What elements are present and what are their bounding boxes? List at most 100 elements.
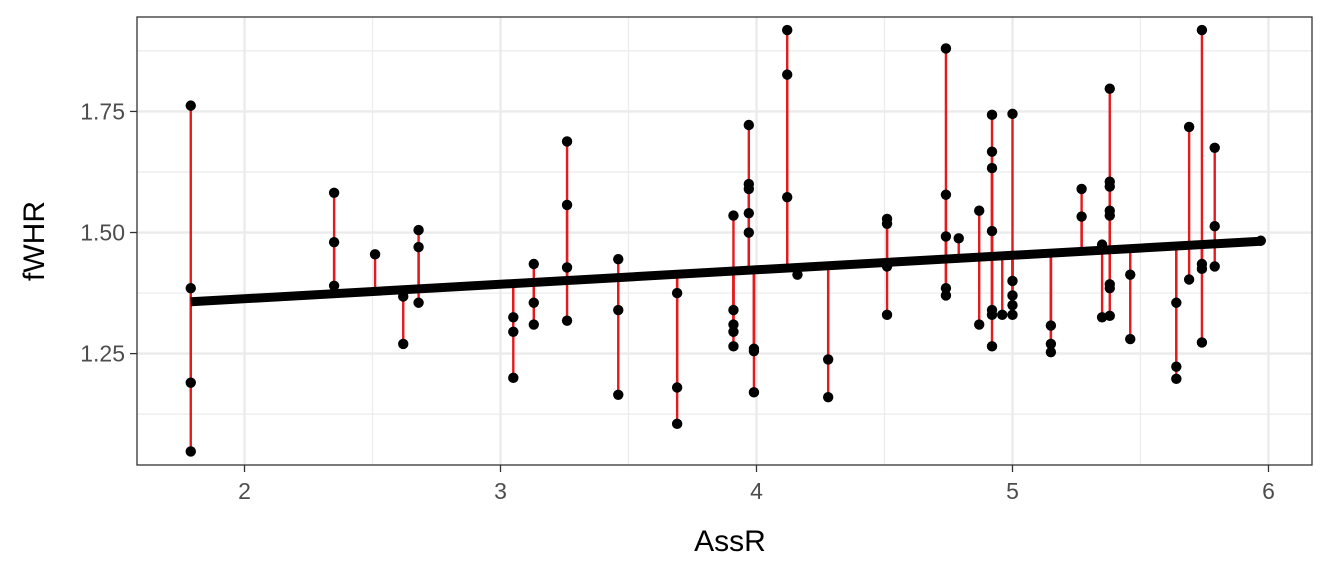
data-point	[328, 280, 340, 291]
data-point	[1045, 346, 1057, 358]
data-points	[185, 24, 1267, 457]
data-point	[413, 224, 424, 236]
data-point	[1171, 361, 1182, 372]
data-point	[940, 290, 952, 301]
data-point	[398, 291, 409, 302]
data-point	[940, 231, 952, 242]
data-point	[1209, 142, 1220, 153]
data-point	[671, 418, 683, 430]
data-point	[528, 297, 539, 308]
y-tick-label: 1.50	[80, 220, 125, 246]
data-point	[1045, 320, 1057, 331]
data-point	[508, 326, 519, 338]
data-point	[671, 382, 683, 393]
y-tick-label: 1.25	[80, 341, 125, 367]
data-point	[1104, 310, 1115, 322]
y-tick-label: 1.75	[80, 98, 125, 124]
data-point	[974, 205, 985, 216]
data-point	[782, 24, 793, 36]
data-point	[413, 241, 424, 253]
data-point	[986, 109, 998, 121]
data-point	[782, 69, 793, 80]
data-point	[1007, 275, 1018, 287]
x-tick-label: 6	[1262, 478, 1275, 504]
data-point	[185, 446, 196, 457]
data-point	[1171, 373, 1182, 384]
data-point	[561, 136, 573, 147]
data-point	[974, 319, 985, 330]
data-point	[1096, 239, 1108, 250]
data-point	[881, 218, 893, 230]
data-point	[508, 372, 519, 384]
data-point	[1007, 309, 1018, 321]
data-point	[792, 269, 803, 280]
data-point	[1125, 333, 1136, 345]
x-axis-title: AssR	[694, 525, 766, 558]
data-point	[1209, 261, 1220, 272]
regression-line-group	[190, 236, 1262, 307]
data-point	[1045, 338, 1057, 350]
data-point	[328, 237, 340, 248]
x-tick-label: 5	[1006, 478, 1019, 504]
x-tick-label: 4	[750, 478, 763, 504]
data-point	[1076, 211, 1087, 222]
data-point	[369, 249, 381, 260]
x-tick-label: 2	[238, 478, 251, 504]
panel-border	[136, 16, 1313, 466]
data-point	[1096, 312, 1108, 323]
data-point	[185, 283, 196, 294]
data-point	[728, 304, 739, 316]
data-point	[671, 287, 683, 299]
data-point	[1209, 221, 1220, 232]
data-point	[986, 162, 998, 174]
data-point	[782, 191, 793, 203]
regression-line	[190, 236, 1262, 307]
data-point	[613, 389, 624, 400]
data-point	[1076, 183, 1087, 195]
data-point	[728, 210, 739, 221]
data-point	[822, 391, 834, 403]
data-point	[743, 119, 755, 131]
data-point	[743, 183, 755, 195]
data-point	[1104, 181, 1115, 192]
data-point	[613, 253, 624, 265]
data-point	[1171, 297, 1182, 308]
data-point	[398, 338, 409, 350]
data-point	[1125, 269, 1136, 280]
data-point	[508, 312, 519, 323]
data-point	[997, 309, 1008, 321]
data-point	[328, 187, 340, 199]
data-point	[1183, 274, 1195, 285]
data-point	[1104, 210, 1115, 221]
data-point	[185, 100, 196, 111]
data-point	[1007, 108, 1018, 120]
data-point	[561, 262, 573, 273]
data-point	[1104, 283, 1115, 294]
data-point	[940, 283, 952, 294]
data-point	[953, 233, 964, 244]
data-point	[1196, 24, 1208, 36]
data-point	[1007, 290, 1018, 301]
axes: 2 3 4 5 6 1.25 1.50 1.75	[80, 98, 1275, 504]
data-point	[1104, 83, 1115, 94]
data-point	[413, 297, 424, 308]
data-point	[743, 207, 755, 219]
data-point	[940, 189, 952, 200]
data-point	[1196, 263, 1208, 275]
data-point	[986, 225, 998, 237]
data-point	[728, 326, 739, 338]
data-point	[528, 319, 539, 330]
x-tick-label: 3	[494, 478, 507, 504]
data-point	[1255, 235, 1267, 246]
data-point	[822, 354, 834, 365]
data-point	[561, 315, 573, 326]
data-point	[881, 309, 893, 321]
data-point	[185, 377, 196, 388]
data-point	[1183, 121, 1195, 133]
data-point	[986, 146, 998, 157]
data-point	[1196, 337, 1208, 348]
data-point	[613, 304, 624, 316]
